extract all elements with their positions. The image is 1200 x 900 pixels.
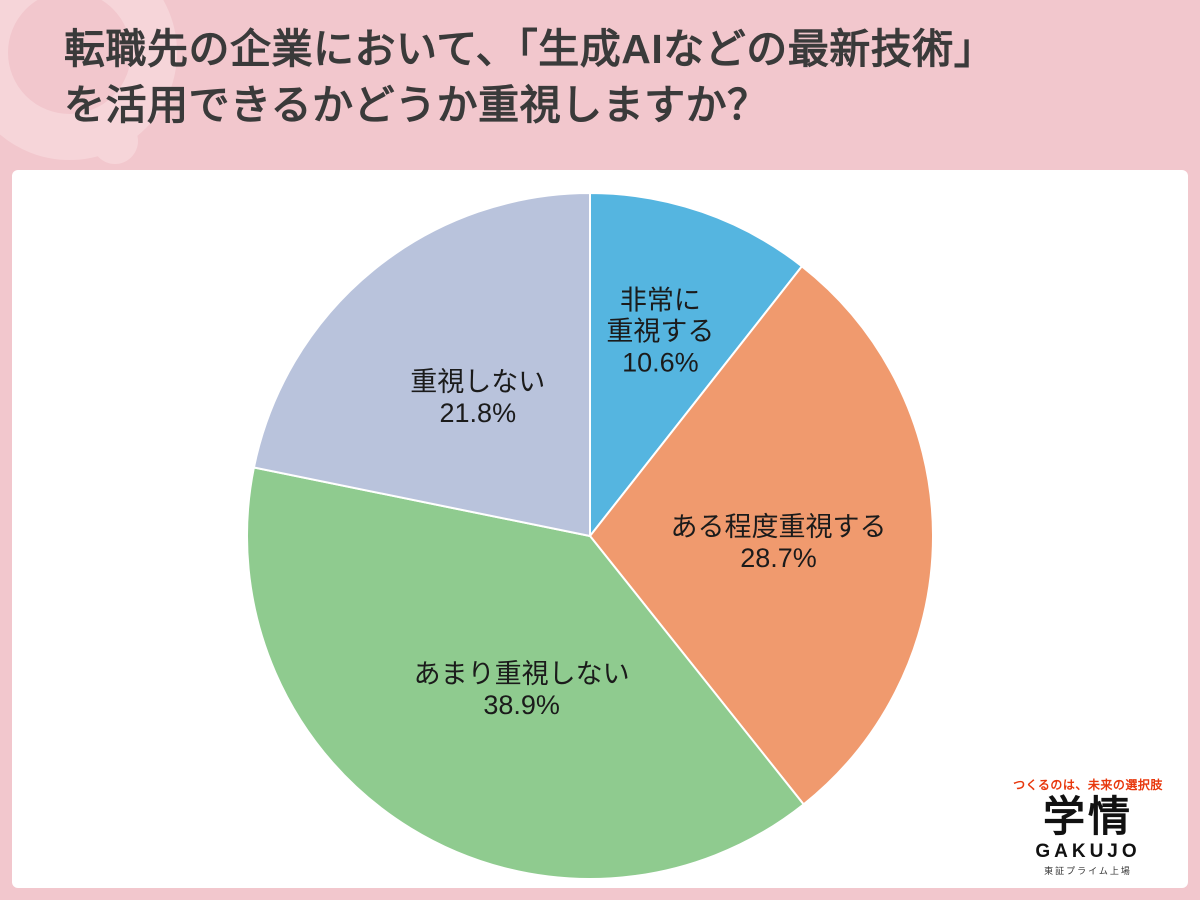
pie-slice-1 xyxy=(588,264,934,806)
pie-slice-3 xyxy=(252,191,591,538)
logo-tagline: つくるのは、未来の選択肢 xyxy=(1013,777,1163,792)
chart-card: 非常に重視する 10.6% ある程度重視する 28.7% あまり重視しない 38.9% 重視… xyxy=(12,170,1188,888)
pie-slice-0 xyxy=(589,191,804,539)
pie-slice-label-3: 重視しない 21.8% xyxy=(410,367,545,428)
pie-slice-label-0: 非常に重視する 10.6% xyxy=(606,286,714,378)
pie-slice-2 xyxy=(246,466,806,880)
pie-slice-label-2: あまり重視しない 38.9% xyxy=(414,659,630,720)
logo-name: 学情 xyxy=(1042,792,1133,840)
pie-chart: 非常に重視する 10.6% ある程度重視する 28.7% あまり重視しない 38.9% 重視… xyxy=(246,191,934,880)
page-title-line-2: を活用できるかどうか重視しますか？ xyxy=(64,81,769,128)
logo-listing-label: 東証プライム上場 xyxy=(1044,865,1132,876)
page-title-line-1: 転職先の企業において、「生成AIなどの最新技術」 xyxy=(64,26,996,72)
background-ornament-dot xyxy=(92,118,138,164)
pie-slice-label-1: ある程度重視する 28.7% xyxy=(671,512,887,573)
gakujo-logo: つくるのは、未来の選択肢 学情 GAKUJO 東証プライム上場 xyxy=(1008,777,1168,876)
page-title: 転職先の企業において、「生成AIなどの最新技術」 を活用できるかどうか重視します… xyxy=(64,22,1184,134)
logo-name-en: GAKUJO xyxy=(1035,840,1141,862)
